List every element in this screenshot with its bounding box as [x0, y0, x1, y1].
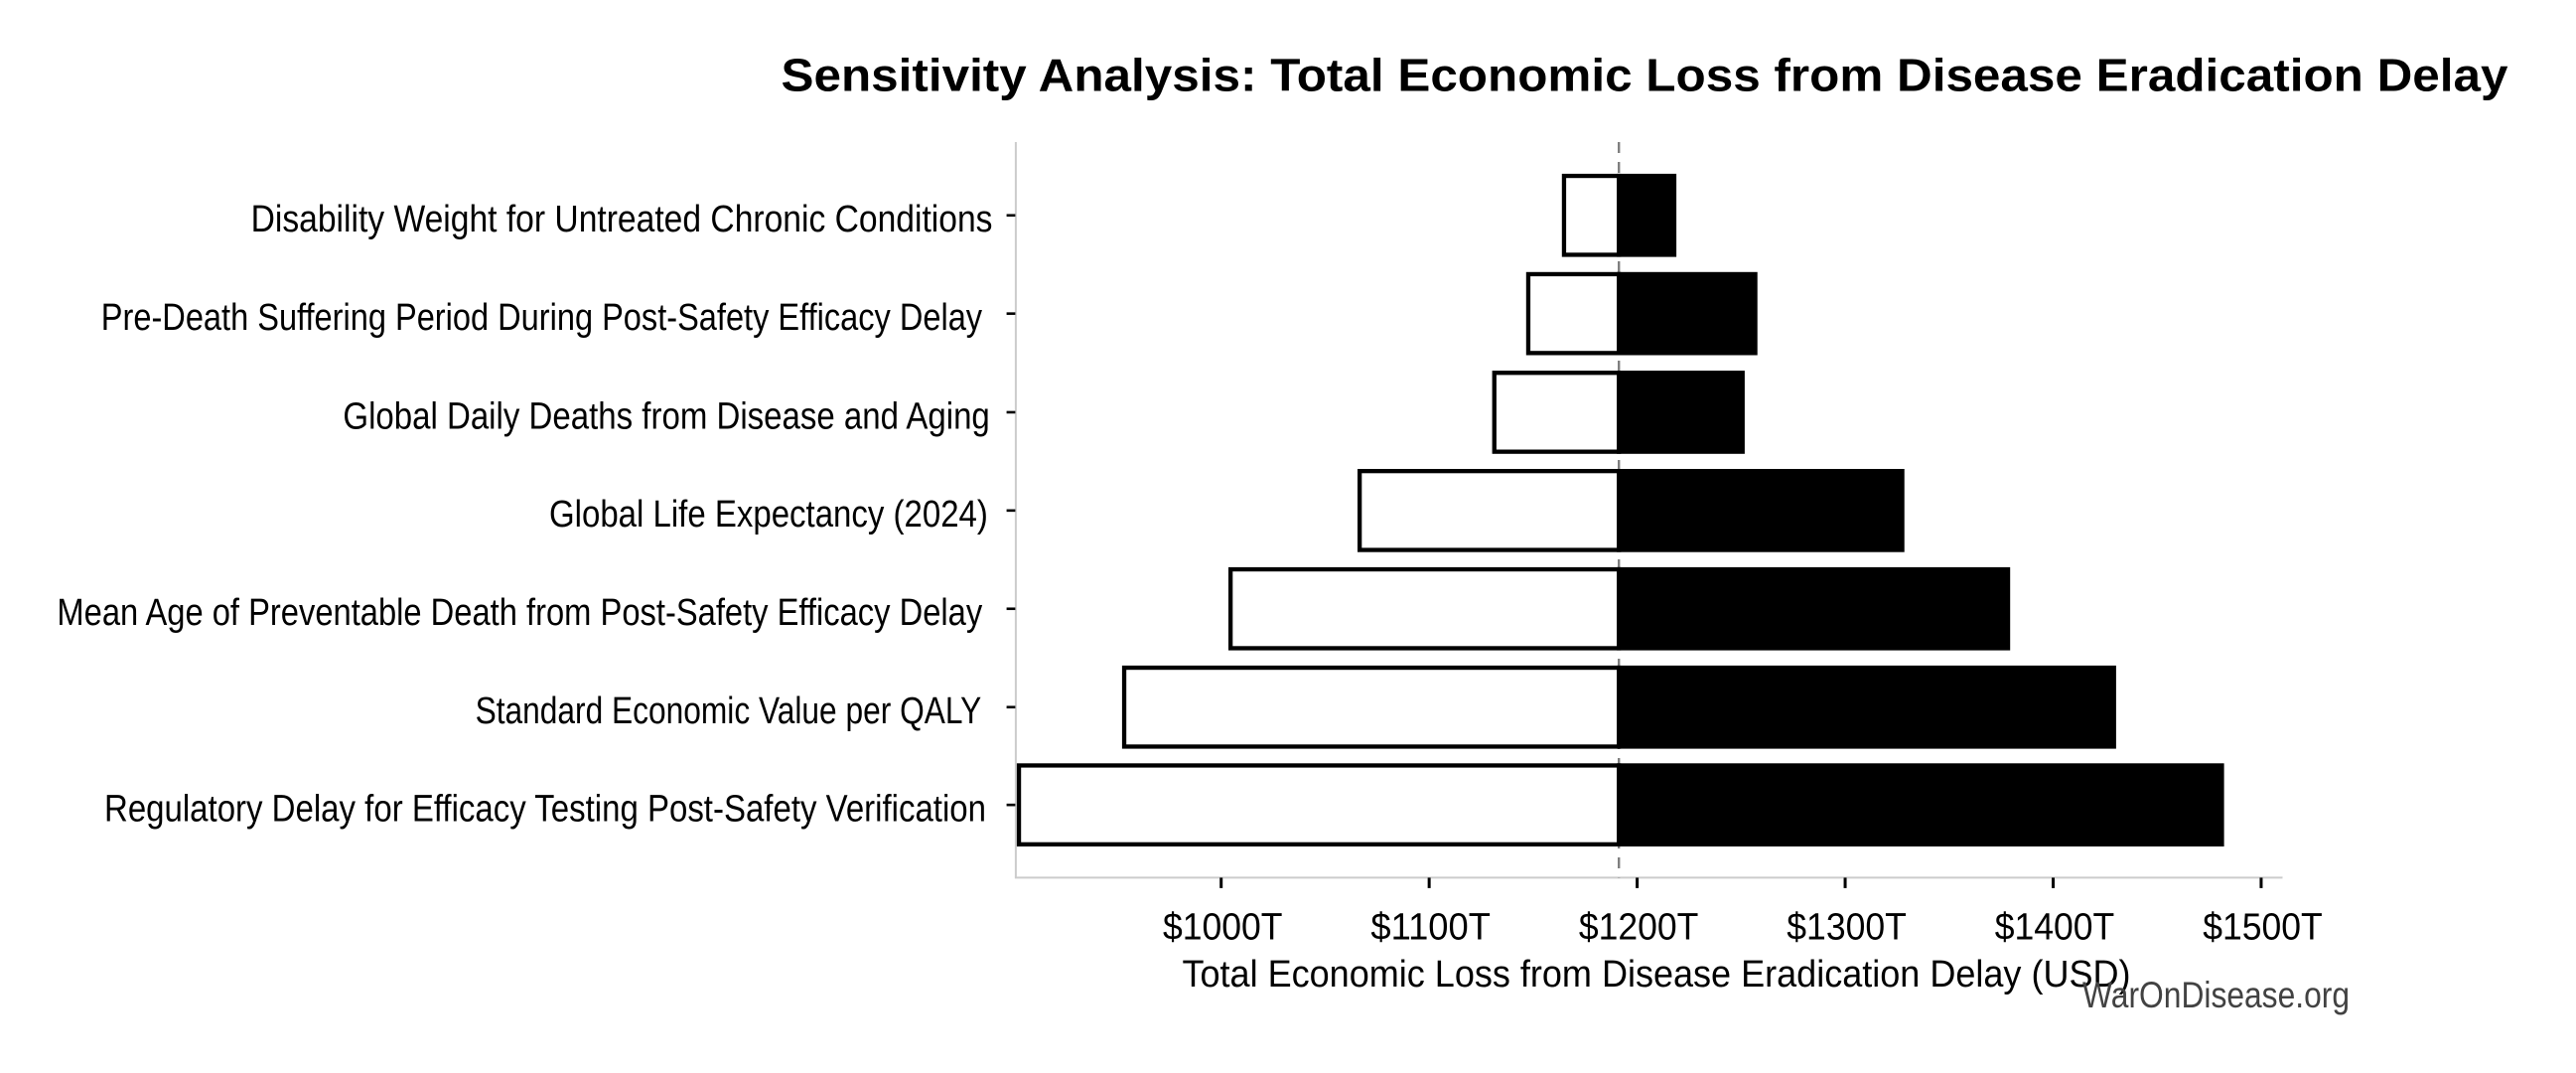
svg-text:Sensitivity Analysis: Total Ec: Sensitivity Analysis: Total Economic Los… — [782, 50, 2508, 101]
svg-text:Total Economic Loss from Disea: Total Economic Loss from Disease Eradica… — [1183, 954, 2131, 996]
svg-text:$1300T: $1300T — [1787, 907, 1907, 949]
svg-text:Pre-Death Suffering Period Dur: Pre-Death Suffering Period During Post-S… — [101, 297, 982, 339]
svg-text:$1200T: $1200T — [1579, 907, 1699, 949]
svg-text:WarOnDisease.org: WarOnDisease.org — [2082, 975, 2350, 1015]
svg-text:Regulatory Delay for Efficacy: Regulatory Delay for Efficacy Testing Po… — [104, 788, 986, 830]
svg-text:Standard Economic Value per QA: Standard Economic Value per QALY — [476, 690, 982, 732]
svg-text:$1100T: $1100T — [1370, 907, 1491, 949]
svg-text:$1400T: $1400T — [1995, 907, 2115, 949]
svg-text:$1000T: $1000T — [1163, 907, 1283, 949]
svg-text:$1500T: $1500T — [2203, 907, 2323, 949]
svg-text:Mean Age of Preventable Death: Mean Age of Preventable Death from Post-… — [57, 592, 982, 634]
svg-text:Disability Weight for Untreate: Disability Weight for Untreated Chronic … — [251, 199, 993, 240]
svg-text:Global Life Expectancy (2024): Global Life Expectancy (2024) — [549, 494, 988, 536]
svg-text:Global Daily Deaths from Disea: Global Daily Deaths from Disease and Agi… — [343, 395, 989, 437]
